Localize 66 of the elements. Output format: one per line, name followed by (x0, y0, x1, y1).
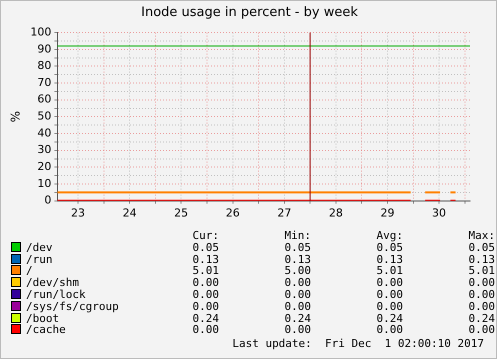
x-tick-label: 24 (122, 206, 137, 220)
text: 5.01 (192, 264, 219, 278)
y-tick-label: 90 (37, 42, 52, 56)
x-tick-label: 25 (174, 206, 188, 220)
legend-label: /dev/shm (25, 276, 80, 290)
x-tick-label: 29 (380, 206, 394, 220)
text: 0.00 (468, 288, 495, 301)
text: 0.05 (468, 240, 495, 254)
text: 0.13 (284, 252, 311, 266)
text: 0.00 (284, 323, 311, 336)
text: 0.00 (468, 300, 495, 313)
y-tick-label: 80 (37, 59, 52, 72)
text: 0.24 (468, 312, 495, 325)
chart-title: Inode usage in percent - by week (140, 5, 359, 20)
text: 0.00 (468, 276, 495, 290)
x-tick-label: 28 (328, 206, 343, 220)
x-tick-label: 27 (277, 206, 292, 220)
text: 0.24 (376, 312, 403, 325)
y-tick-label: 50 (37, 110, 52, 123)
text: Max: (468, 229, 495, 242)
y-tick-label: 20 (37, 160, 52, 174)
y-tick-label: 10 (37, 176, 52, 190)
text: 0.00 (284, 276, 311, 290)
y-tick-label: 70 (37, 76, 52, 89)
text: Avg: (376, 229, 403, 242)
text: 0.05 (284, 240, 311, 254)
text: Last update: Fri Dec 1 02:00:10 2017 (232, 337, 484, 350)
text: 0.05 (192, 240, 219, 254)
x-tick-label: 30 (432, 206, 446, 220)
text: Min: (284, 229, 311, 242)
legend-label: /cache (25, 323, 67, 336)
y-tick-label: 40 (37, 126, 52, 140)
text: 0.00 (376, 300, 403, 313)
text: Cur: (192, 229, 219, 242)
text: 5.01 (468, 264, 495, 278)
y-axis-title: % (8, 110, 22, 122)
legend-label: /boot (25, 312, 60, 325)
y-tick-label: 60 (37, 92, 52, 106)
text: 0.00 (284, 288, 311, 301)
text: 0.00 (376, 288, 403, 301)
legend-label: /dev (25, 240, 54, 254)
text: 0.05 (376, 240, 403, 254)
text: 0.00 (376, 323, 403, 336)
text: 0.00 (192, 276, 219, 290)
text: 0.24 (284, 312, 311, 325)
text: 0.00 (192, 300, 219, 313)
y-tick-label: 30 (37, 143, 52, 156)
legend-label: /sys/fs/cgroup (25, 300, 120, 313)
text: 0.13 (376, 252, 403, 266)
y-tick-label: 100 (30, 25, 52, 38)
text: 5.00 (284, 264, 311, 278)
legend-label: /run (25, 252, 54, 266)
text: 0.24 (192, 312, 219, 325)
text: 0.13 (192, 252, 219, 266)
x-tick-label: 26 (226, 206, 240, 220)
text: 0.00 (192, 323, 219, 336)
text: 0.00 (468, 323, 495, 336)
x-tick-label: 23 (71, 206, 86, 220)
text: 0.00 (376, 276, 403, 290)
legend-label: /run/lock (25, 288, 87, 301)
legend-label: / (25, 264, 34, 278)
text: 0.13 (468, 252, 495, 266)
text: 0.00 (192, 288, 219, 301)
y-tick-label: 0 (44, 194, 52, 207)
text: 5.01 (376, 264, 403, 278)
text: 0.00 (284, 300, 311, 313)
